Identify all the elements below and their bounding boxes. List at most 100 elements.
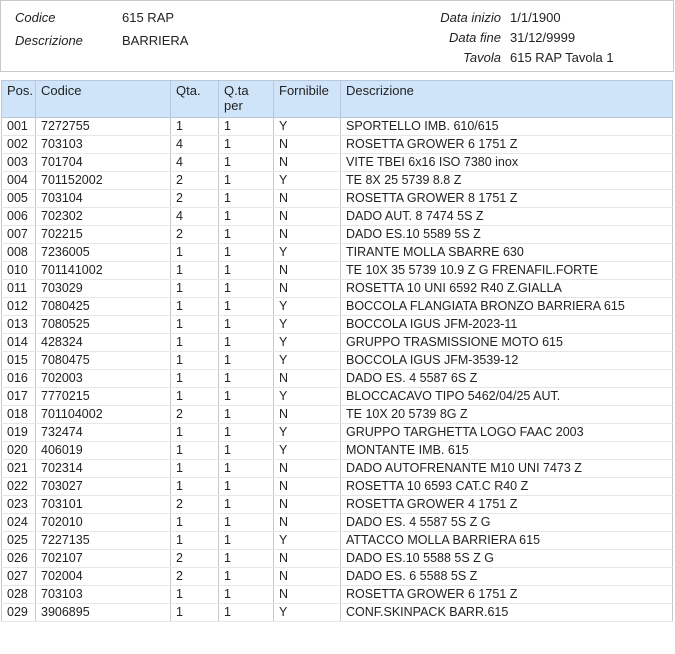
cell-codice: 702215 bbox=[35, 225, 171, 244]
cell-qta: 1 bbox=[170, 297, 219, 316]
cell-descrizione: ROSETTA GROWER 8 1751 Z bbox=[340, 189, 673, 208]
cell-descrizione: MONTANTE IMB. 615 bbox=[340, 441, 673, 460]
cell-descrizione: GRUPPO TRASMISSIONE MOTO 615 bbox=[340, 333, 673, 352]
cell-pos: 004 bbox=[1, 171, 36, 190]
table-row[interactable]: 019 732474 1 1 Y GRUPPO TARGHETTA LOGO FAAC 2… bbox=[1, 423, 673, 442]
table-row[interactable]: 022 703027 1 1 N ROSETTA 10 6593 CAT.C R40 Z bbox=[1, 477, 673, 496]
table-row[interactable]: 027 702004 2 1 N DADO ES. 6 5588 5S Z bbox=[1, 567, 673, 586]
cell-pos: 029 bbox=[1, 603, 36, 622]
table-row[interactable]: 026 702107 2 1 N DADO ES.10 5588 5S Z G bbox=[1, 549, 673, 568]
table-row[interactable]: 018 701104002 2 1 N TE 10X 20 5739 8G Z bbox=[1, 405, 673, 424]
cell-codice: 428324 bbox=[35, 333, 171, 352]
cell-pos: 007 bbox=[1, 225, 36, 244]
cell-fornibile: Y bbox=[273, 351, 341, 370]
cell-pos: 005 bbox=[1, 189, 36, 208]
cell-descrizione: TE 10X 35 5739 10.9 Z G FRENAFIL.FORTE bbox=[340, 261, 673, 280]
cell-descrizione: DADO AUTOFRENANTE M10 UNI 7473 Z bbox=[340, 459, 673, 478]
table-row[interactable]: 003 701704 4 1 N VITE TBEI 6x16 ISO 7380 inox bbox=[1, 153, 673, 172]
cell-codice: 7236005 bbox=[35, 243, 171, 262]
cell-codice: 701704 bbox=[35, 153, 171, 172]
cell-fornibile: N bbox=[273, 567, 341, 586]
table-row[interactable]: 007 702215 2 1 N DADO ES.10 5589 5S Z bbox=[1, 225, 673, 244]
cell-codice: 702004 bbox=[35, 567, 171, 586]
cell-descrizione: DADO AUT. 8 7474 5S Z bbox=[340, 207, 673, 226]
cell-pos: 017 bbox=[1, 387, 36, 406]
cell-qta-per: 1 bbox=[218, 567, 274, 586]
cell-descrizione: ATTACCO MOLLA BARRIERA 615 bbox=[340, 531, 673, 550]
cell-qta: 1 bbox=[170, 369, 219, 388]
cell-pos: 002 bbox=[1, 135, 36, 154]
cell-qta-per: 1 bbox=[218, 135, 274, 154]
cell-qta-per: 1 bbox=[218, 171, 274, 190]
table-row[interactable]: 013 7080525 1 1 Y BOCCOLA IGUS JFM-2023-11 bbox=[1, 315, 673, 334]
cell-descrizione: DADO ES.10 5588 5S Z G bbox=[340, 549, 673, 568]
col-qta-per: Q.ta per bbox=[218, 80, 274, 118]
cell-pos: 010 bbox=[1, 261, 36, 280]
cell-codice: 732474 bbox=[35, 423, 171, 442]
tavola-value: 615 RAP Tavola 1 bbox=[510, 50, 614, 65]
cell-qta: 1 bbox=[170, 315, 219, 334]
descrizione-label: Descrizione bbox=[15, 33, 83, 48]
cell-fornibile: N bbox=[273, 459, 341, 478]
cell-descrizione: DADO ES. 6 5588 5S Z bbox=[340, 567, 673, 586]
cell-codice: 703029 bbox=[35, 279, 171, 298]
cell-qta: 1 bbox=[170, 477, 219, 496]
cell-descrizione: BLOCCACAVO TIPO 5462/04/25 AUT. bbox=[340, 387, 673, 406]
cell-pos: 025 bbox=[1, 531, 36, 550]
cell-pos: 024 bbox=[1, 513, 36, 532]
cell-codice: 703027 bbox=[35, 477, 171, 496]
cell-qta: 4 bbox=[170, 135, 219, 154]
table-row[interactable]: 029 3906895 1 1 Y CONF.SKINPACK BARR.615 bbox=[1, 603, 673, 622]
cell-codice: 703103 bbox=[35, 135, 171, 154]
cell-fornibile: N bbox=[273, 513, 341, 532]
cell-qta-per: 1 bbox=[218, 423, 274, 442]
col-codice: Codice bbox=[35, 80, 171, 118]
cell-fornibile: N bbox=[273, 495, 341, 514]
cell-descrizione: DADO ES. 4 5587 6S Z bbox=[340, 369, 673, 388]
parts-table: Pos. Codice Qta. Q.ta per Fornibile Desc… bbox=[1, 80, 673, 622]
cell-qta: 4 bbox=[170, 153, 219, 172]
table-row[interactable]: 023 703101 2 1 N ROSETTA GROWER 4 1751 Z bbox=[1, 495, 673, 514]
cell-qta-per: 1 bbox=[218, 243, 274, 262]
cell-descrizione: VITE TBEI 6x16 ISO 7380 inox bbox=[340, 153, 673, 172]
data-fine-label: Data fine bbox=[448, 30, 501, 45]
cell-fornibile: Y bbox=[273, 243, 341, 262]
table-row[interactable]: 010 701141002 1 1 N TE 10X 35 5739 10.9 Z G F… bbox=[1, 261, 673, 280]
cell-fornibile: N bbox=[273, 153, 341, 172]
table-row[interactable]: 020 406019 1 1 Y MONTANTE IMB. 615 bbox=[1, 441, 673, 460]
table-row[interactable]: 012 7080425 1 1 Y BOCCOLA FLANGIATA BRONZO BA… bbox=[1, 297, 673, 316]
table-row[interactable]: 016 702003 1 1 N DADO ES. 4 5587 6S Z bbox=[1, 369, 673, 388]
cell-qta: 1 bbox=[170, 261, 219, 280]
table-row[interactable]: 024 702010 1 1 N DADO ES. 4 5587 5S Z G bbox=[1, 513, 673, 532]
table-row[interactable]: 015 7080475 1 1 Y BOCCOLA IGUS JFM-3539-12 bbox=[1, 351, 673, 370]
cell-descrizione: TE 10X 20 5739 8G Z bbox=[340, 405, 673, 424]
cell-qta: 4 bbox=[170, 207, 219, 226]
table-row[interactable]: 011 703029 1 1 N ROSETTA 10 UNI 6592 R40 Z.GI… bbox=[1, 279, 673, 298]
table-row[interactable]: 006 702302 4 1 N DADO AUT. 8 7474 5S Z bbox=[1, 207, 673, 226]
cell-fornibile: N bbox=[273, 405, 341, 424]
table-row[interactable]: 001 7272755 1 1 Y SPORTELLO IMB. 610/615 bbox=[1, 117, 673, 136]
cell-pos: 021 bbox=[1, 459, 36, 478]
table-row[interactable]: 017 7770215 1 1 Y BLOCCACAVO TIPO 5462/04/25 … bbox=[1, 387, 673, 406]
table-row[interactable]: 002 703103 4 1 N ROSETTA GROWER 6 1751 Z bbox=[1, 135, 673, 154]
cell-qta: 1 bbox=[170, 459, 219, 478]
cell-qta: 1 bbox=[170, 351, 219, 370]
table-row[interactable]: 008 7236005 1 1 Y TIRANTE MOLLA SBARRE 630 bbox=[1, 243, 673, 262]
cell-fornibile: Y bbox=[273, 387, 341, 406]
table-header-row: Pos. Codice Qta. Q.ta per Fornibile Desc… bbox=[1, 80, 673, 118]
cell-descrizione: BOCCOLA IGUS JFM-3539-12 bbox=[340, 351, 673, 370]
table-row[interactable]: 028 703103 1 1 N ROSETTA GROWER 6 1751 Z bbox=[1, 585, 673, 604]
cell-qta-per: 1 bbox=[218, 495, 274, 514]
cell-fornibile: Y bbox=[273, 603, 341, 622]
cell-descrizione: SPORTELLO IMB. 610/615 bbox=[340, 117, 673, 136]
cell-descrizione: DADO ES.10 5589 5S Z bbox=[340, 225, 673, 244]
cell-qta: 2 bbox=[170, 171, 219, 190]
table-row[interactable]: 025 7227135 1 1 Y ATTACCO MOLLA BARRIERA 615 bbox=[1, 531, 673, 550]
table-row[interactable]: 014 428324 1 1 Y GRUPPO TRASMISSIONE MOTO 615 bbox=[1, 333, 673, 352]
table-row[interactable]: 004 701152002 2 1 Y TE 8X 25 5739 8.8 Z bbox=[1, 171, 673, 190]
cell-qta-per: 1 bbox=[218, 207, 274, 226]
cell-codice: 7080475 bbox=[35, 351, 171, 370]
table-row[interactable]: 005 703104 2 1 N ROSETTA GROWER 8 1751 Z bbox=[1, 189, 673, 208]
cell-fornibile: N bbox=[273, 261, 341, 280]
table-row[interactable]: 021 702314 1 1 N DADO AUTOFRENANTE M10 UNI 74… bbox=[1, 459, 673, 478]
